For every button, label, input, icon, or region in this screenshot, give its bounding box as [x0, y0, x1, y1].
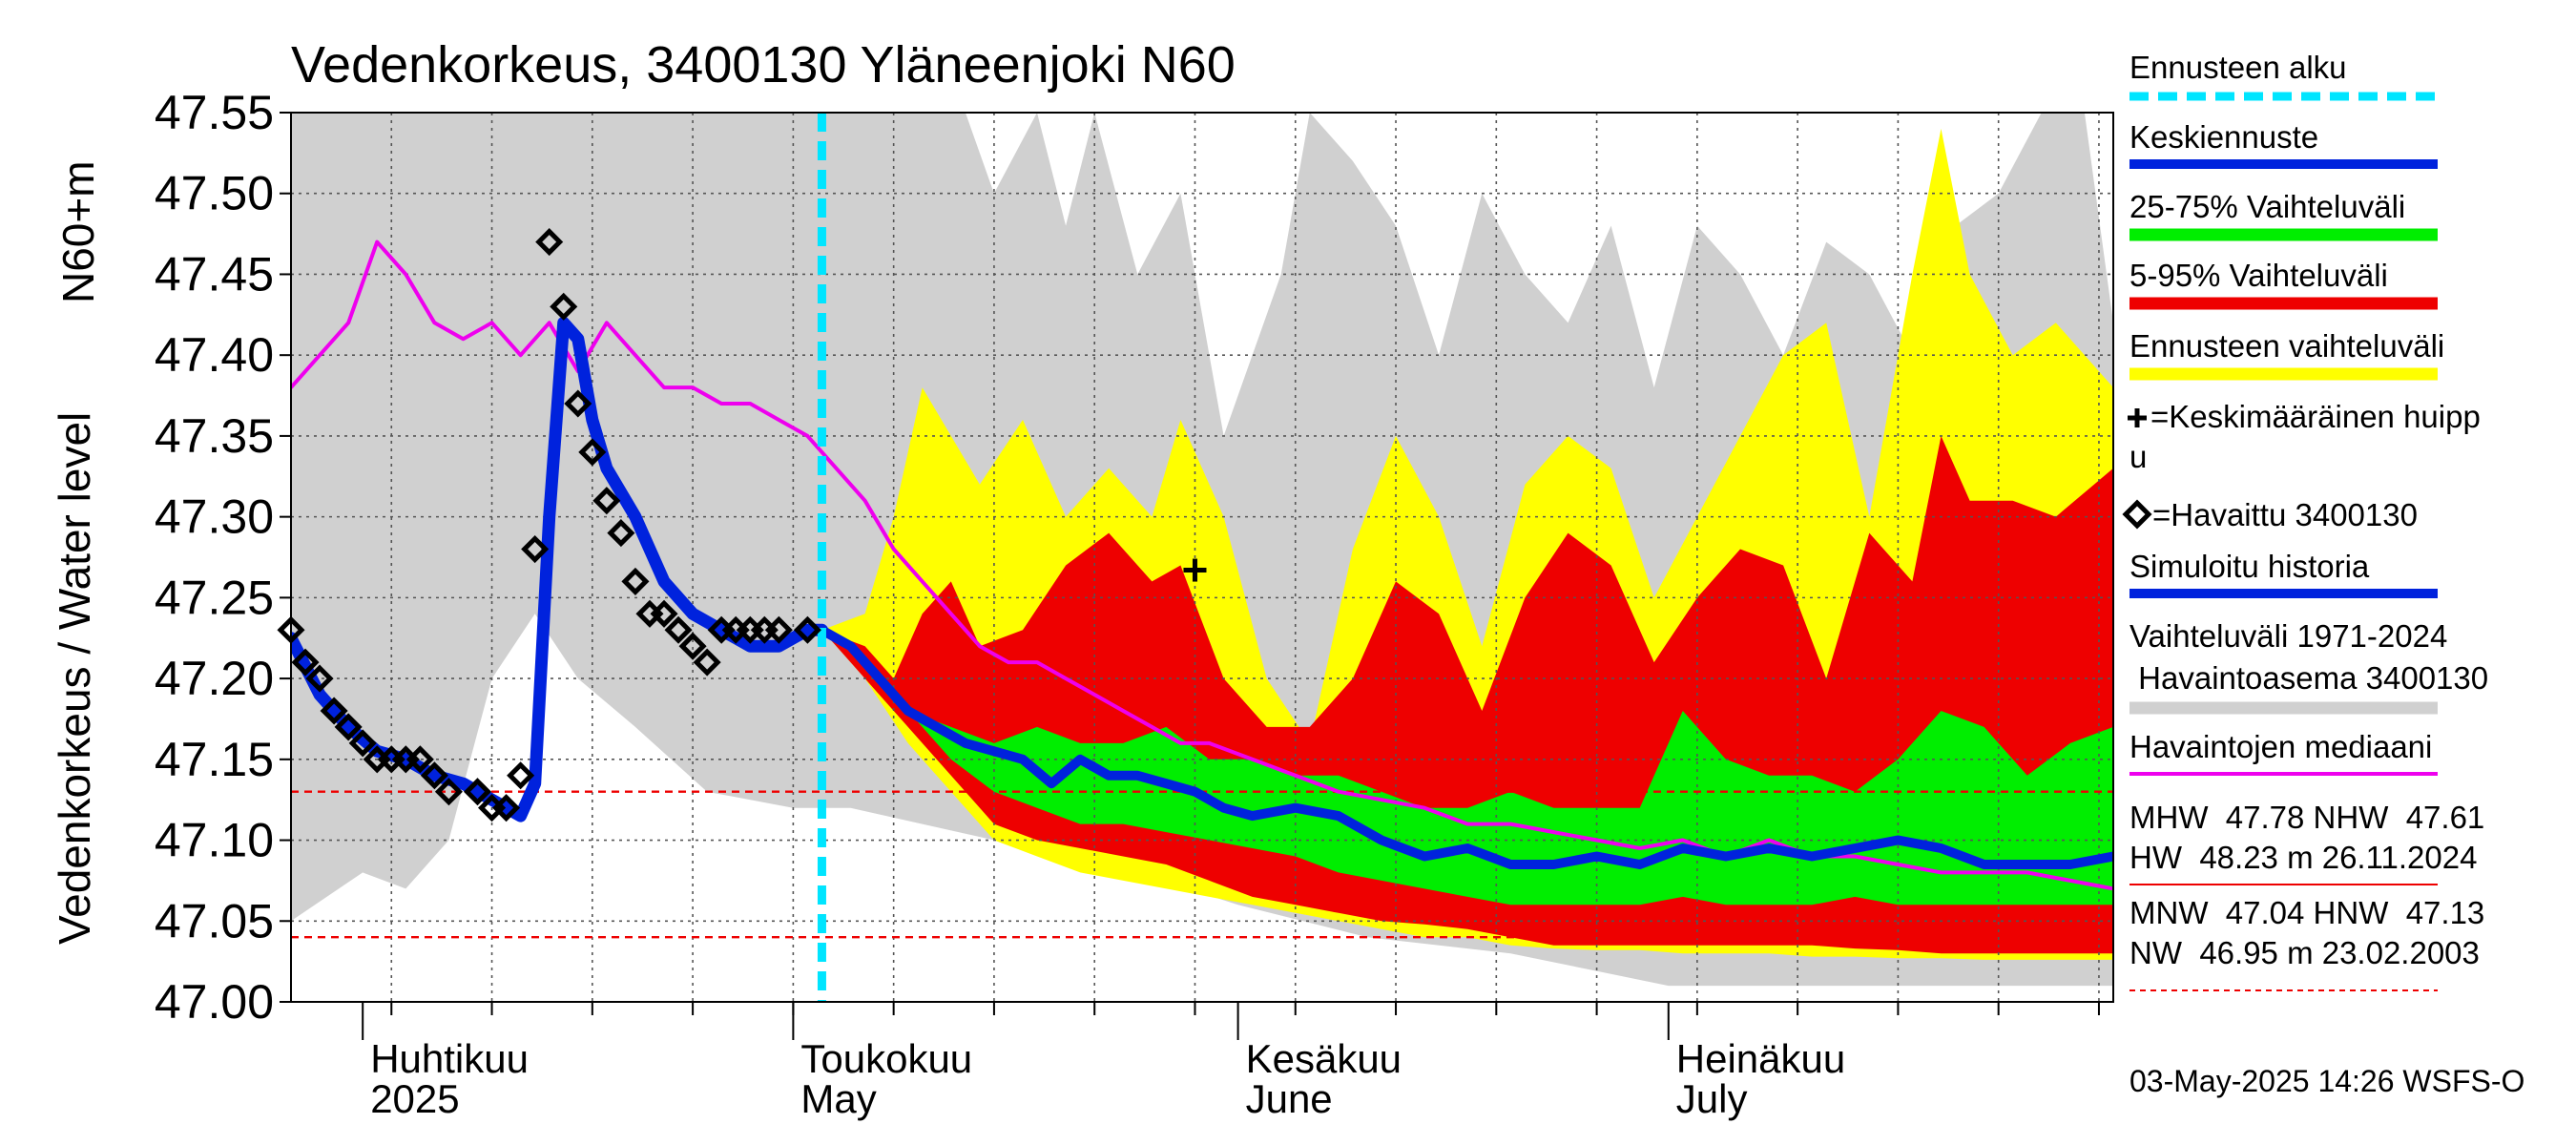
- observed-point: [578, 438, 607, 467]
- legend-mean-forecast-label: Keskiennuste: [2129, 119, 2318, 155]
- y-tick-label: 47.00: [155, 975, 274, 1029]
- range-25-75-band: [821, 630, 2113, 906]
- x-month-sublabel: May: [800, 1076, 876, 1121]
- observed-point: [793, 615, 821, 644]
- y-tick-label: 47.20: [155, 652, 274, 705]
- range-bands: [291, 113, 2113, 987]
- observed-point: [348, 729, 377, 758]
- observed-point: [291, 648, 320, 677]
- legend-hist-range-label-1: Vaihteluväli 1971-2024: [2129, 618, 2447, 654]
- legend-observed-label: =Havaittu 3400130: [2152, 497, 2418, 532]
- observed-point: [535, 228, 564, 257]
- x-month-sublabel: June: [1246, 1076, 1333, 1121]
- observed-point: [463, 778, 492, 806]
- chart-title: Vedenkorkeus, 3400130 Yläneenjoki N60: [291, 36, 1236, 94]
- y-tick-label: 47.25: [155, 571, 274, 624]
- legend-peak-marker-icon: [2128, 408, 2147, 427]
- legend-observed-diamond-icon: [2122, 499, 2152, 530]
- x-month-sublabel: July: [1676, 1076, 1748, 1121]
- y-tick-label: 47.30: [155, 490, 274, 544]
- y-tick-label: 47.50: [155, 167, 274, 220]
- plot-frame: [290, 112, 2114, 1003]
- observed-point: [592, 487, 621, 515]
- observed-point: [507, 761, 535, 790]
- observed-point: [607, 519, 635, 548]
- axes: 47.55 47.50 47.45 47.40 47.35 47.30 47.25 47.20…: [155, 86, 2114, 1121]
- y-tick-label: 47.35: [155, 409, 274, 463]
- y-tick-label: 47.10: [155, 814, 274, 867]
- y-axis-unit: N60+m: [53, 160, 103, 303]
- legend-median-label: Havaintojen mediaani: [2129, 729, 2432, 764]
- legend: Ennusteen alku Keskiennuste 25-75% Vaiht…: [2122, 50, 2488, 991]
- observed-point: [764, 615, 793, 644]
- observation-markers: [277, 228, 1207, 822]
- observed-point: [334, 713, 363, 741]
- observed-point: [621, 567, 650, 595]
- mean-forecast-line: [817, 625, 2113, 869]
- observed-point: [550, 292, 578, 321]
- y-axis-label: Vedenkorkeus / Water level: [50, 412, 99, 945]
- y-tick-label: 47.45: [155, 247, 274, 301]
- footer-timestamp: 03-May-2025 14:26 WSFS-O: [2129, 1064, 2524, 1098]
- x-month-label: Huhtikuu: [370, 1036, 529, 1081]
- y-tick-label: 47.05: [155, 894, 274, 947]
- observed-point: [693, 648, 721, 677]
- legend-stats-3: MNW 47.04 HNW 47.13: [2129, 895, 2484, 930]
- legend-stats-1: MHW 47.78 NHW 47.61: [2129, 800, 2484, 835]
- observed-point: [405, 745, 434, 774]
- legend-mean-peak-label: =Keskimääräinen huipp: [2150, 399, 2481, 434]
- legend-simulated-label: Simuloitu historia: [2129, 549, 2370, 584]
- legend-hist-range-label-2: Havaintoasema 3400130: [2129, 660, 2488, 696]
- legend-mean-peak-label-cont: u: [2129, 439, 2147, 474]
- observed-point: [650, 599, 678, 628]
- observed-point: [564, 389, 592, 418]
- legend-range-25-75-label: 25-75% Vaihteluväli: [2129, 189, 2405, 224]
- x-month-label: Kesäkuu: [1246, 1036, 1402, 1081]
- x-month-sublabel: 2025: [370, 1076, 459, 1121]
- observed-point: [320, 697, 348, 725]
- mean-peak-marker: [1183, 558, 1207, 582]
- legend-stats-2: HW 48.23 m 26.11.2024: [2129, 840, 2477, 875]
- legend-forecast-start-label: Ennusteen alku: [2129, 50, 2347, 85]
- observed-point: [492, 794, 521, 822]
- legend-forecast-range-label: Ennusteen vaihteluväli: [2129, 328, 2444, 364]
- legend-stats-4: NW 46.95 m 23.02.2003: [2129, 935, 2480, 970]
- observed-point: [521, 534, 550, 564]
- legend-range-5-95-label: 5-95% Vaihteluväli: [2129, 258, 2388, 293]
- observed-point: [678, 632, 707, 660]
- observed-point: [305, 664, 334, 693]
- y-tick-label: 47.40: [155, 328, 274, 382]
- y-tick-label: 47.15: [155, 733, 274, 786]
- x-month-label: Toukokuu: [800, 1036, 972, 1081]
- observed-point: [664, 615, 693, 644]
- observed-point: [434, 778, 463, 806]
- observed-point: [420, 761, 448, 790]
- x-month-label: Heinäkuu: [1676, 1036, 1845, 1081]
- y-tick-label: 47.55: [155, 86, 274, 139]
